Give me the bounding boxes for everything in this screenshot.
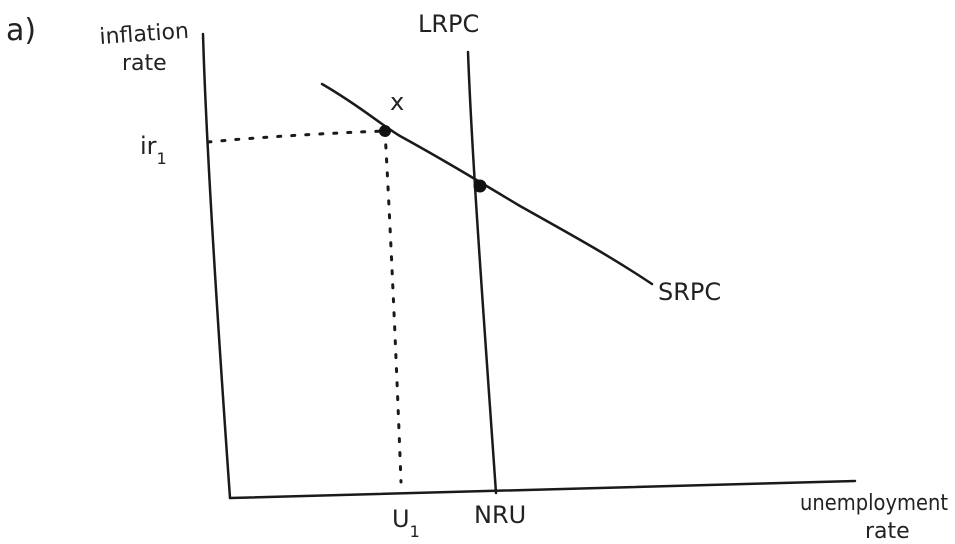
point-x-label: x (390, 88, 404, 116)
srpc-curve (320, 82, 654, 286)
nru-label: NRU (474, 501, 526, 529)
ir1-dotted-guide (206, 129, 387, 144)
u1-text: U (392, 505, 410, 533)
u1-subscript: 1 (410, 522, 420, 541)
x-axis (228, 479, 857, 500)
x-axis-label-line2: rate (865, 519, 910, 544)
y-axis (201, 32, 232, 500)
y-axis-label-line1: inflation (99, 19, 190, 50)
ir1-label: ir1 (140, 132, 167, 168)
y-axis-label-line2: rate (122, 51, 167, 76)
srpc-label: SRPC (658, 278, 721, 306)
equilibrium-dot (473, 179, 487, 193)
x-axis-label-line1: unemployment (800, 491, 948, 516)
point-x-dot (379, 125, 391, 137)
u1-dotted-guide (383, 129, 403, 484)
lrpc-line (466, 50, 498, 495)
lrpc-label: LRPC (418, 10, 479, 38)
ir1-text: ir (140, 132, 157, 160)
part-label: a) (6, 13, 36, 48)
ir1-subscript: 1 (157, 149, 167, 168)
u1-label: U1 (392, 505, 420, 541)
